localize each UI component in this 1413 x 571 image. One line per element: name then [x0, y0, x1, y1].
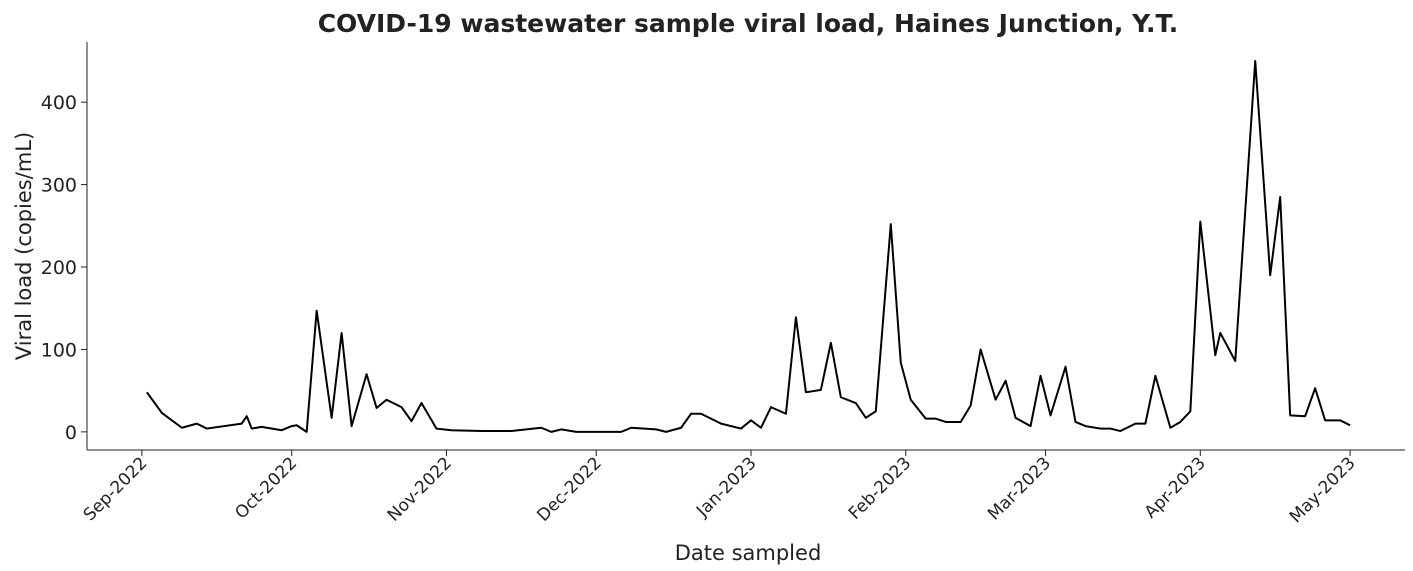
data-line	[146, 59, 1351, 433]
y-tick-label: 300	[41, 175, 77, 197]
x-tick-label: Feb-2023	[845, 453, 915, 523]
x-tick-label: Mar-2023	[984, 453, 1055, 524]
y-tick-label: 100	[41, 339, 77, 361]
x-tick-label: Sep-2022	[80, 453, 152, 525]
y-axis-label: Viral load (copies/mL)	[12, 132, 36, 360]
x-tick-label: Jan-2023	[692, 453, 760, 521]
x-axis-label: Date sampled	[675, 541, 822, 565]
x-tick-label: Oct-2022	[231, 453, 301, 523]
x-tick-label: Apr-2023	[1141, 453, 1210, 522]
x-tick-label: Dec-2022	[533, 453, 605, 525]
y-tick-label: 200	[41, 257, 77, 279]
x-tick-label: Nov-2022	[384, 453, 456, 525]
chart-title: COVID-19 wastewater sample viral load, H…	[318, 9, 1179, 38]
y-tick-label: 0	[65, 422, 77, 444]
x-tick-label: May-2023	[1286, 453, 1360, 527]
y-tick-label: 400	[41, 92, 77, 114]
